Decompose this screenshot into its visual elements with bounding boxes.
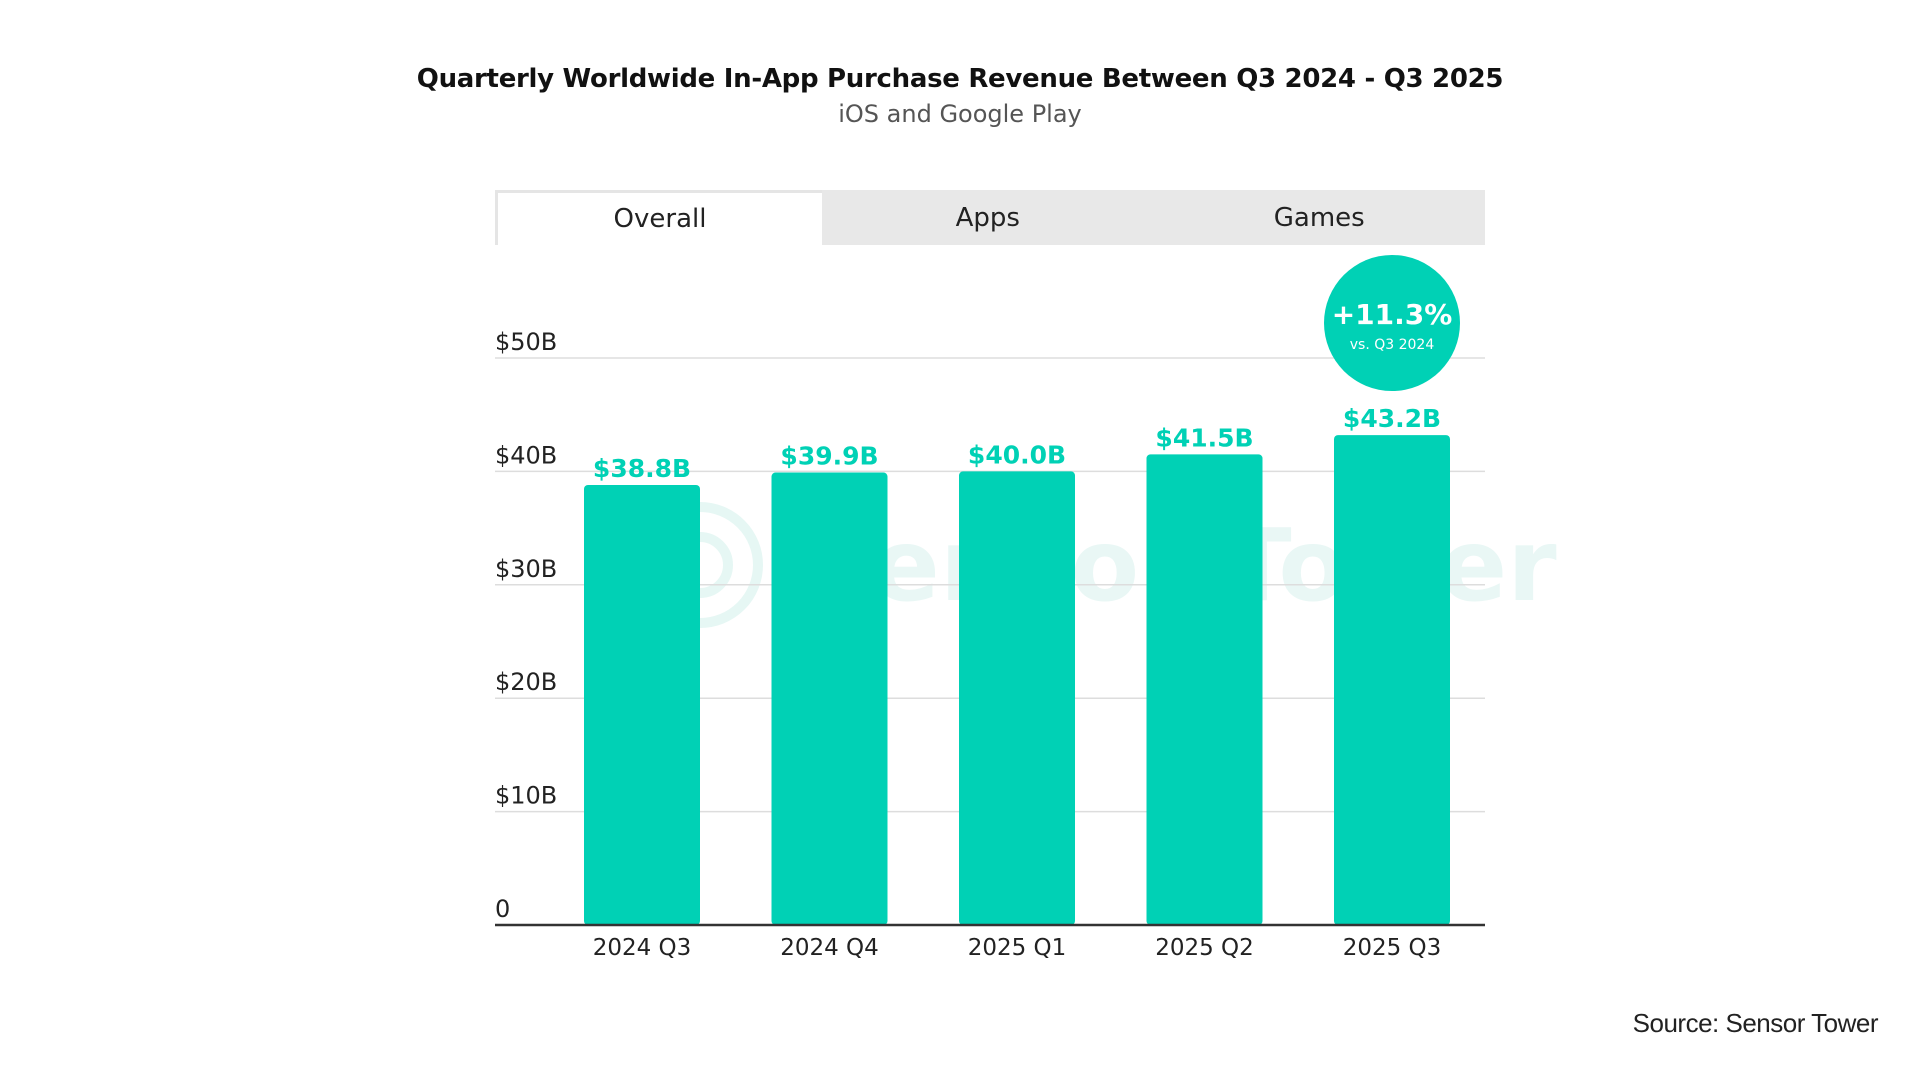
data-label: $38.8B bbox=[593, 454, 691, 483]
data-label: $39.9B bbox=[780, 442, 878, 471]
data-label: $41.5B bbox=[1155, 423, 1253, 452]
y-tick-label: $20B bbox=[495, 668, 557, 696]
x-tick-label: 2024 Q4 bbox=[780, 935, 879, 961]
chart-title: Quarterly Worldwide In-App Purchase Reve… bbox=[416, 64, 1504, 94]
x-tick-label: 2025 Q2 bbox=[1155, 935, 1254, 961]
chart-subtitle: iOS and Google Play bbox=[838, 100, 1082, 128]
tab-apps[interactable]: Apps bbox=[955, 202, 1020, 233]
bar bbox=[1334, 435, 1450, 925]
data-label: $40.0B bbox=[968, 440, 1066, 469]
y-tick-label: $10B bbox=[495, 782, 557, 810]
annotation-subtext: vs. Q3 2024 bbox=[1350, 337, 1435, 353]
tab-overall[interactable]: Overall bbox=[495, 190, 822, 245]
bar bbox=[771, 472, 888, 925]
y-tick-label: $50B bbox=[495, 328, 557, 356]
x-tick-label: 2024 Q3 bbox=[593, 935, 692, 961]
annotation-value: +11.3% bbox=[1332, 298, 1453, 331]
y-tick-label: $40B bbox=[495, 441, 557, 469]
annotation-bubble bbox=[1324, 255, 1460, 391]
x-tick-label: 2025 Q3 bbox=[1343, 935, 1442, 961]
tab-games[interactable]: Games bbox=[1273, 202, 1365, 233]
bar bbox=[959, 471, 1075, 925]
source-note: Source: Sensor Tower bbox=[1632, 1008, 1879, 1038]
bar bbox=[584, 485, 700, 925]
y-tick-label: $30B bbox=[495, 555, 557, 583]
bar bbox=[1146, 454, 1263, 925]
x-tick-label: 2025 Q1 bbox=[968, 935, 1067, 961]
data-label: $43.2B bbox=[1343, 404, 1441, 433]
tab-bar: Overall Apps Games bbox=[495, 190, 1485, 245]
y-tick-label: 0 bbox=[495, 895, 510, 923]
